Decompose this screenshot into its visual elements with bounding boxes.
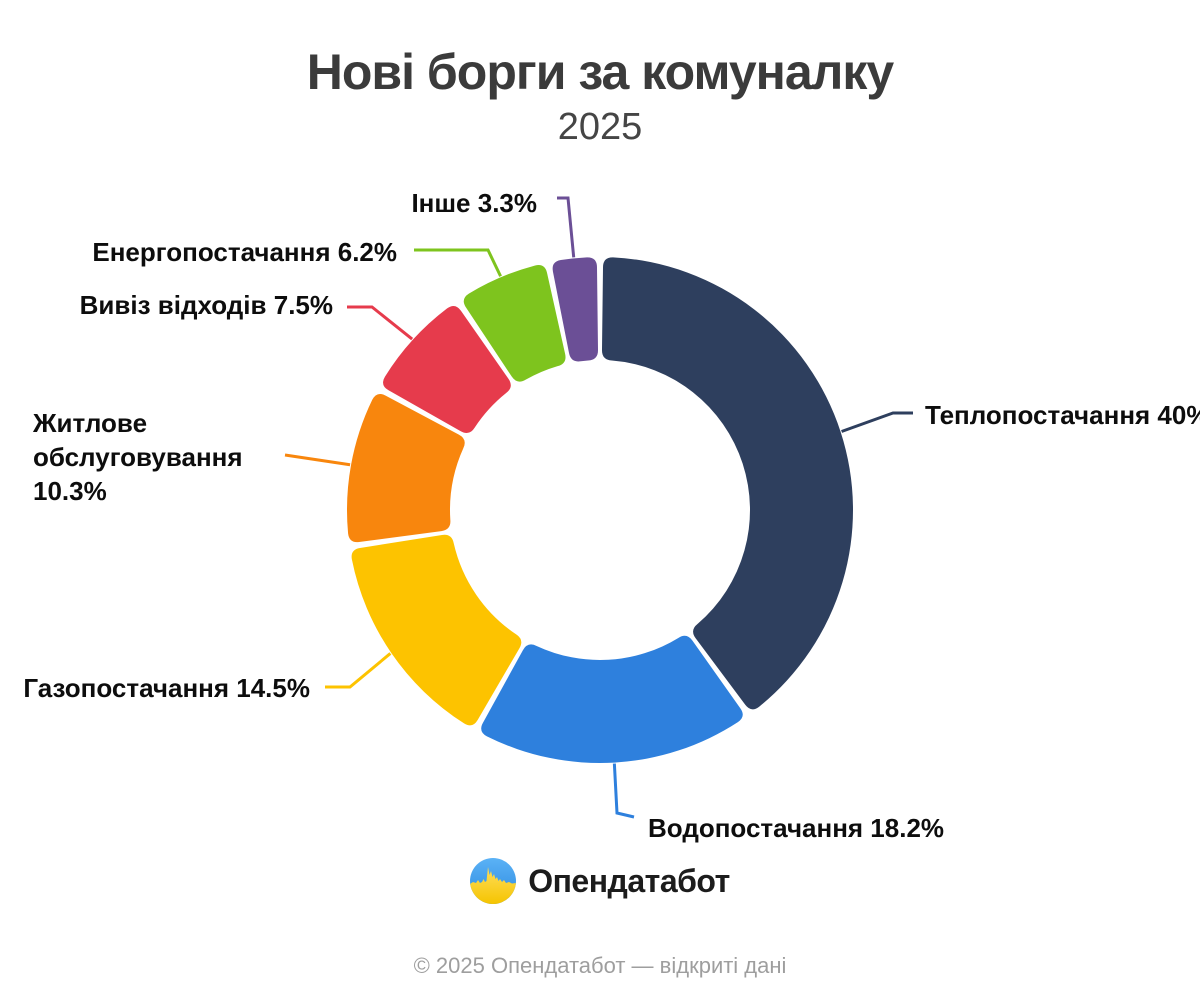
brand-name: Опендатабот bbox=[528, 862, 730, 899]
footer-credit: © 2025 Опендатабот — відкриті дані bbox=[413, 953, 787, 978]
donut-segment-5 bbox=[463, 264, 566, 382]
slice-label-1: Водопостачання 18.2% bbox=[648, 813, 945, 843]
slice-label-3: Житлове обслуговування 10.3% bbox=[33, 408, 243, 506]
slice-label-2: Газопостачання 14.5% bbox=[23, 673, 310, 703]
chart-subtitle: 2025 bbox=[557, 106, 643, 148]
brand-lockup: Опендатабот bbox=[0, 858, 1200, 904]
donut-segment-3 bbox=[346, 393, 465, 543]
chart-title: Нові борги за комуналку bbox=[306, 44, 894, 100]
slice-label-5: Енергопостачання 6.2% bbox=[92, 237, 397, 267]
donut-segment-0 bbox=[601, 257, 854, 710]
leader-line-2 bbox=[325, 652, 392, 689]
slice-label-6: Інше 3.3% bbox=[411, 188, 537, 218]
slice-label-4: Вивіз відходів 7.5% bbox=[79, 290, 333, 320]
leader-line-4 bbox=[347, 305, 414, 341]
slice-label-0: Теплопостачання 40% bbox=[925, 400, 1200, 430]
donut-segment-4 bbox=[383, 305, 511, 433]
leader-line-1 bbox=[612, 763, 635, 819]
donut-segment-6 bbox=[552, 257, 599, 362]
leader-line-0 bbox=[841, 411, 913, 433]
leader-line-6 bbox=[557, 196, 576, 258]
donut-segment-2 bbox=[351, 534, 522, 726]
opendatabot-logo-icon bbox=[470, 858, 517, 904]
leader-line-5 bbox=[414, 248, 502, 277]
donut-segment-1 bbox=[481, 635, 743, 763]
leader-line-3 bbox=[284, 453, 351, 467]
